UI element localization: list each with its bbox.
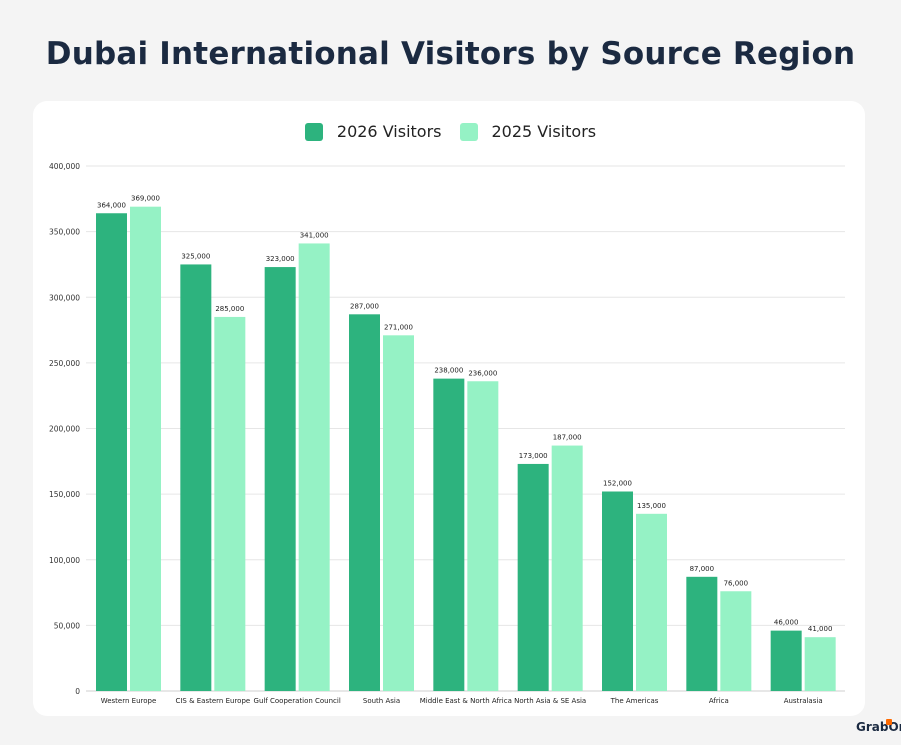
- x-tick-label: Africa: [709, 697, 729, 705]
- bar: [686, 576, 718, 691]
- legend-label-2026: 2026 Visitors: [336, 122, 442, 141]
- y-tick-label: 100,000: [49, 556, 80, 565]
- bar: [214, 316, 246, 691]
- x-tick-label: CIS & Eastern Europe: [175, 697, 250, 705]
- data-label: 271,000: [384, 323, 413, 331]
- bar: [636, 513, 667, 691]
- x-tick-label: Australasia: [784, 697, 823, 705]
- bar: [467, 381, 499, 691]
- bar: [96, 213, 127, 691]
- x-tick-label: Middle East & North Africa: [420, 697, 512, 705]
- bar: [383, 335, 414, 691]
- data-label: 87,000: [690, 565, 715, 573]
- bar: [720, 591, 752, 691]
- legend-item-2026: 2026 Visitors: [304, 122, 442, 141]
- chart-title: Dubai International Visitors by Source R…: [45, 36, 856, 72]
- bar: [517, 463, 549, 691]
- x-tick-label: The Americas: [610, 697, 659, 705]
- bar: [130, 206, 161, 691]
- legend: 2026 Visitors 2025 Visitors: [0, 122, 901, 141]
- legend-label-2025: 2025 Visitors: [491, 122, 597, 141]
- bar: [804, 637, 836, 691]
- data-label: 287,000: [350, 302, 379, 310]
- data-label: 325,000: [181, 252, 210, 260]
- data-label: 187,000: [553, 434, 582, 442]
- y-tick-label: 400,000: [49, 162, 80, 171]
- y-tick-label: 300,000: [49, 293, 80, 302]
- data-label: 173,000: [519, 452, 548, 460]
- data-label: 238,000: [434, 367, 463, 375]
- y-tick-label: 150,000: [49, 490, 80, 499]
- y-tick-label: 0: [75, 687, 80, 696]
- x-tick-label: Gulf Cooperation Council: [254, 697, 341, 705]
- x-tick-label: South Asia: [363, 697, 400, 705]
- legend-item-2025: 2025 Visitors: [459, 122, 597, 141]
- x-tick-label: Western Europe: [101, 697, 157, 705]
- x-tick-label: North Asia & SE Asia: [514, 697, 586, 705]
- data-label: 341,000: [300, 231, 329, 239]
- bar: [349, 314, 380, 691]
- y-tick-label: 200,000: [49, 425, 80, 434]
- y-tick-label: 350,000: [49, 228, 80, 237]
- data-label: 364,000: [97, 201, 126, 209]
- data-label: 323,000: [266, 255, 295, 263]
- data-label: 135,000: [637, 502, 666, 510]
- bar: [264, 267, 296, 691]
- y-tick-label: 250,000: [49, 359, 80, 368]
- legend-swatch-2026: [304, 122, 323, 141]
- data-label: 369,000: [131, 195, 160, 203]
- bar: [551, 445, 583, 691]
- brand-logo: GrabOn: [856, 720, 901, 734]
- y-tick-label: 50,000: [54, 621, 80, 630]
- bar: [180, 264, 212, 691]
- data-label: 76,000: [724, 579, 749, 587]
- data-label: 152,000: [603, 480, 632, 488]
- legend-swatch-2025: [459, 122, 478, 141]
- bar: [433, 378, 465, 691]
- brand-logo-mark: [886, 719, 892, 725]
- data-label: 236,000: [468, 369, 497, 377]
- data-label: 46,000: [774, 619, 799, 627]
- bar: [298, 243, 330, 691]
- data-label: 285,000: [215, 305, 244, 313]
- bar: [602, 491, 633, 691]
- bar: [770, 630, 802, 691]
- data-label: 41,000: [808, 625, 833, 633]
